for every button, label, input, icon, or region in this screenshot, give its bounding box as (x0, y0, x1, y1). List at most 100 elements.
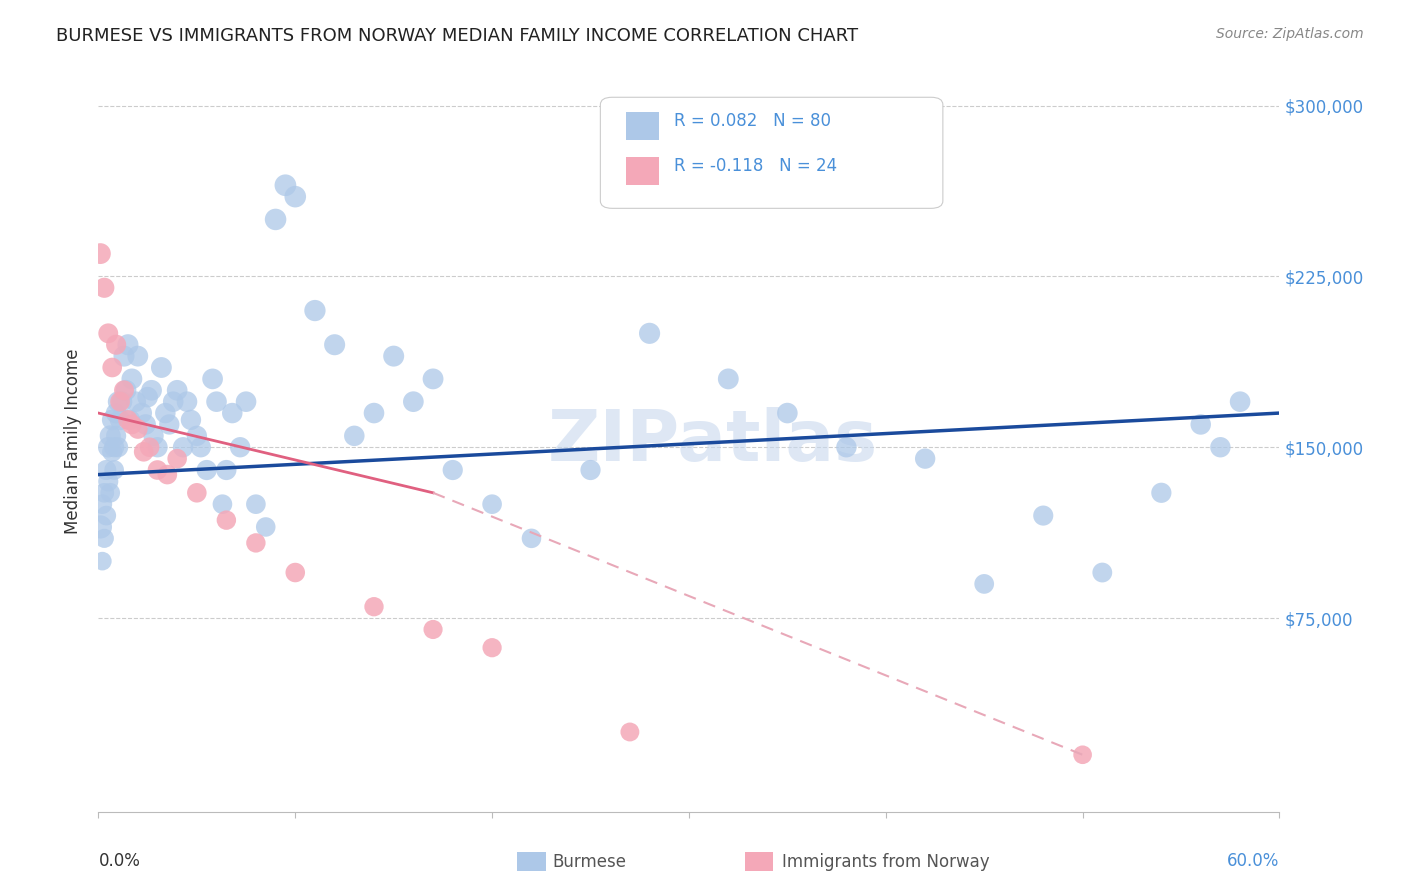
Point (481, 640, 503, 655)
Point (190, 440, 212, 454)
Point (481, 497, 503, 511)
Point (195, 463, 218, 477)
Point (112, 349, 135, 363)
Point (141, 384, 163, 398)
Point (215, 463, 238, 477)
Point (619, 725, 641, 739)
Point (89, 520, 111, 534)
Point (402, 394, 425, 409)
Point (229, 440, 252, 454)
Text: BURMESE VS IMMIGRANTS FROM NORWAY MEDIAN FAMILY INCOME CORRELATION CHART: BURMESE VS IMMIGRANTS FROM NORWAY MEDIAN… (56, 27, 859, 45)
Text: 0.0%: 0.0% (98, 853, 141, 871)
Point (93, 532, 115, 546)
Point (1229, 394, 1251, 409)
Point (89, 246, 111, 260)
Point (121, 372, 143, 386)
Point (520, 532, 543, 546)
Point (914, 451, 936, 466)
Point (323, 337, 346, 351)
Text: Source: ZipAtlas.com: Source: ZipAtlas.com (1216, 27, 1364, 41)
Point (103, 440, 125, 454)
Point (284, 189, 307, 203)
Point (973, 577, 995, 591)
Point (717, 372, 740, 386)
Point (91, 497, 114, 511)
Point (579, 463, 602, 477)
Point (105, 429, 128, 443)
Point (172, 440, 194, 454)
Point (97, 326, 120, 341)
Text: R = 0.082   N = 80: R = 0.082 N = 80 (673, 112, 831, 130)
Point (186, 429, 208, 443)
Point (284, 566, 307, 580)
Point (96, 463, 118, 477)
Point (155, 406, 177, 420)
Point (186, 485, 208, 500)
Point (166, 451, 188, 466)
Point (221, 406, 243, 420)
Point (215, 513, 238, 527)
Point (108, 413, 131, 427)
Point (132, 444, 155, 458)
Point (441, 463, 464, 477)
Point (135, 417, 157, 432)
Point (835, 440, 858, 454)
Bar (626, 156, 659, 185)
Point (121, 417, 143, 432)
Point (98, 485, 121, 500)
Point (382, 349, 405, 363)
Point (142, 429, 165, 443)
Text: Burmese: Burmese (553, 853, 627, 871)
Point (98, 429, 121, 443)
FancyBboxPatch shape (600, 97, 943, 209)
Point (422, 372, 444, 386)
Point (108, 394, 131, 409)
Point (264, 212, 287, 227)
Point (176, 394, 198, 409)
Point (235, 394, 257, 409)
Point (125, 394, 148, 409)
Point (1032, 508, 1054, 523)
Point (274, 178, 297, 193)
Point (156, 467, 179, 482)
Point (1091, 566, 1114, 580)
Point (117, 337, 139, 351)
Point (138, 440, 160, 454)
Point (1071, 747, 1094, 762)
Point (127, 349, 149, 363)
Point (166, 384, 188, 398)
Point (101, 413, 124, 427)
Bar (626, 112, 659, 140)
Point (201, 372, 224, 386)
Point (211, 497, 233, 511)
Point (363, 406, 385, 420)
Point (127, 422, 149, 436)
Point (136, 390, 159, 404)
Y-axis label: Median Family Income: Median Family Income (65, 349, 83, 534)
Point (103, 463, 125, 477)
Point (97, 440, 120, 454)
Text: ZIPatlas: ZIPatlas (547, 407, 877, 476)
Point (93, 485, 115, 500)
Point (157, 417, 180, 432)
Point (111, 394, 134, 409)
Point (101, 444, 124, 458)
Point (422, 623, 444, 637)
Text: R = -0.118   N = 24: R = -0.118 N = 24 (673, 156, 837, 175)
Point (117, 413, 139, 427)
Point (131, 406, 153, 420)
Point (146, 440, 169, 454)
Point (101, 360, 124, 375)
Point (1189, 417, 1212, 432)
Point (150, 360, 173, 375)
Point (162, 394, 184, 409)
Point (304, 303, 326, 318)
Point (1209, 440, 1232, 454)
Point (105, 337, 128, 351)
Text: Immigrants from Norway: Immigrants from Norway (782, 853, 990, 871)
Point (93, 281, 115, 295)
Point (107, 440, 129, 454)
Point (205, 394, 228, 409)
Point (118, 413, 141, 427)
Point (363, 599, 385, 614)
